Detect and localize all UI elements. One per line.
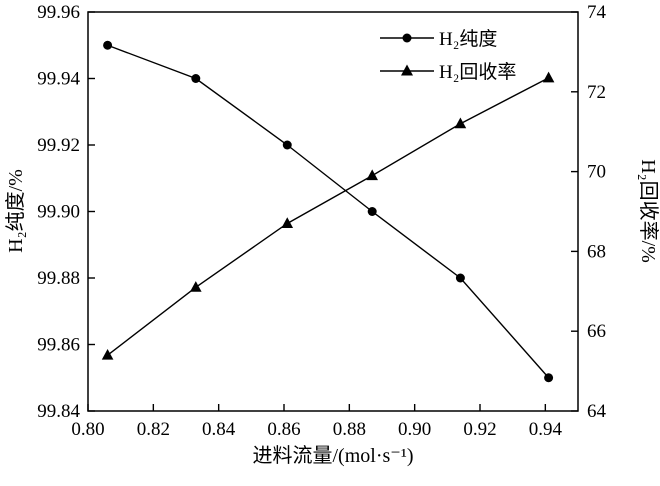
left-y-tick-label: 99.92 xyxy=(37,135,80,156)
plot-area: 0.80 0.82 0.84 0.86 0.88 0.90 0.92 0.9499.8499.… xyxy=(37,2,606,440)
right-y-tick-label: 68 xyxy=(587,241,606,262)
series-circle xyxy=(103,40,554,383)
left-y-axis-title: H₂纯度/% xyxy=(4,169,27,253)
right-y-axis-title: H₂回收率/% xyxy=(637,159,660,263)
legend-circle-marker-icon xyxy=(402,33,412,43)
left-y-tick-label: 99.88 xyxy=(37,268,80,289)
x-tick-label: 0.90 xyxy=(398,419,431,440)
data-point-triangle xyxy=(190,281,202,292)
data-point-circle xyxy=(191,74,201,83)
series-triangle xyxy=(101,71,555,360)
x-tick-label: 0.80 xyxy=(71,419,104,440)
left-y-tick-label: 99.86 xyxy=(37,335,80,356)
right-y-tick-label: 72 xyxy=(587,82,606,103)
data-point-triangle xyxy=(542,71,555,83)
right-y-tick-label: 66 xyxy=(587,321,606,342)
x-axis-title: 进料流量/(mol·s⁻¹) xyxy=(253,444,414,467)
x-axis-ticks: 0.80 0.82 0.84 0.86 0.88 0.90 0.92 0.94 xyxy=(71,404,562,440)
x-tick-label: 0.82 xyxy=(137,419,170,440)
data-point-triangle xyxy=(454,117,467,129)
legend-triangle-marker-icon xyxy=(401,64,413,76)
left-y-tick-label: 99.90 xyxy=(37,202,80,223)
left-y-axis-ticks: 99.84 99.86 99.88 99.90 99.92 99.94 99.96 xyxy=(37,2,95,422)
x-tick-label: 0.92 xyxy=(463,419,496,440)
left-y-tick-label: 99.94 xyxy=(37,69,80,90)
right-y-tick-label: 70 xyxy=(587,162,606,183)
series-line xyxy=(107,44,550,379)
right-y-tick-label: 74 xyxy=(587,2,607,23)
legend: H₂纯度 H₂回收率 xyxy=(380,28,516,83)
right-y-axis-ticks: 64 66 68 70 72 74 xyxy=(571,2,607,422)
data-point-circle xyxy=(282,140,292,150)
legend-label-recovery: H₂回收率 xyxy=(439,61,516,83)
right-y-tick-label: 64 xyxy=(587,401,607,422)
x-tick-label: 0.84 xyxy=(202,419,236,440)
data-point-circle xyxy=(103,40,113,50)
x-tick-label: 0.86 xyxy=(267,419,300,440)
left-y-tick-label: 99.96 xyxy=(37,2,80,23)
data-point-triangle xyxy=(101,348,114,360)
data-point-circle xyxy=(455,273,465,283)
series-line xyxy=(107,77,549,356)
data-point-circle xyxy=(367,207,377,216)
legend-label-purity: H₂纯度 xyxy=(439,28,497,50)
data-point-triangle xyxy=(366,169,378,181)
data-point-circle xyxy=(544,373,554,383)
data-point-triangle xyxy=(281,217,294,228)
x-tick-label: 0.94 xyxy=(529,419,563,440)
left-y-tick-label: 99.84 xyxy=(37,401,80,422)
x-tick-label: 0.88 xyxy=(333,419,366,440)
